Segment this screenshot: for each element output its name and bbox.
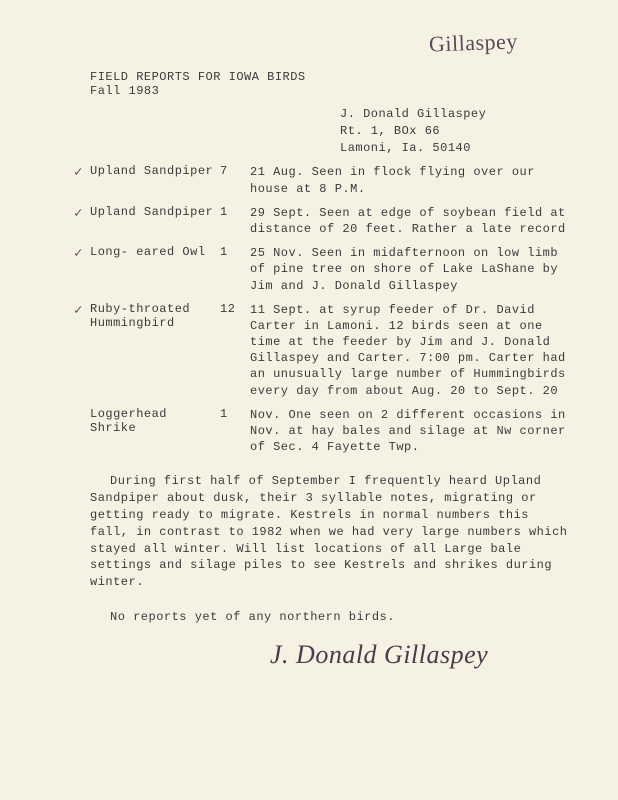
record-row: ✓ Upland Sandpiper 7 21 Aug. Seen in flo…: [90, 164, 568, 196]
record-notes: 21 Aug. Seen in flock flying over our ho…: [250, 164, 568, 196]
signature: J. Donald Gillaspey: [270, 640, 568, 670]
address-line2: Lamoni, Ia. 50140: [340, 140, 568, 157]
check-mark: ✓: [74, 245, 83, 262]
check-mark: ✓: [74, 302, 83, 319]
address-block: J. Donald Gillaspey Rt. 1, BOx 66 Lamoni…: [340, 106, 568, 156]
record-notes: 29 Sept. Seen at edge of soybean field a…: [250, 205, 568, 237]
body-paragraph: No reports yet of any northern birds.: [90, 609, 568, 626]
report-title: FIELD REPORTS FOR IOWA BIRDS: [90, 70, 568, 84]
record-notes: Nov. One seen on 2 different occasions i…: [250, 407, 568, 456]
season-year: Fall 1983: [90, 84, 568, 98]
record-row: ✓ Upland Sandpiper 1 29 Sept. Seen at ed…: [90, 205, 568, 237]
record-row: Loggerhead Shrike 1 Nov. One seen on 2 d…: [90, 407, 568, 456]
species-count: 7: [220, 164, 250, 196]
check-mark: ✓: [74, 205, 83, 222]
record-row: ✓ Long- eared Owl 1 25 Nov. Seen in mida…: [90, 245, 568, 294]
species-name: Upland Sandpiper: [90, 164, 220, 196]
species-count: 1: [220, 205, 250, 237]
record-notes: 25 Nov. Seen in midafternoon on low limb…: [250, 245, 568, 294]
check-mark: ✓: [74, 164, 83, 181]
species-count: 1: [220, 245, 250, 294]
record-notes: 11 Sept. at syrup feeder of Dr. David Ca…: [250, 302, 568, 399]
species-name: Long- eared Owl: [90, 245, 220, 294]
species-name: Loggerhead Shrike: [90, 407, 220, 456]
handwritten-annotation: Gillaspey: [429, 28, 519, 57]
body-paragraph: During first half of September I frequen…: [90, 473, 568, 591]
species-name: Ruby-throated Hummingbird: [90, 302, 220, 399]
record-row: ✓ Ruby-throated Hummingbird 12 11 Sept. …: [90, 302, 568, 399]
species-count: 1: [220, 407, 250, 456]
address-name: J. Donald Gillaspey: [340, 106, 568, 123]
species-name: Upland Sandpiper: [90, 205, 220, 237]
species-count: 12: [220, 302, 250, 399]
address-line1: Rt. 1, BOx 66: [340, 123, 568, 140]
